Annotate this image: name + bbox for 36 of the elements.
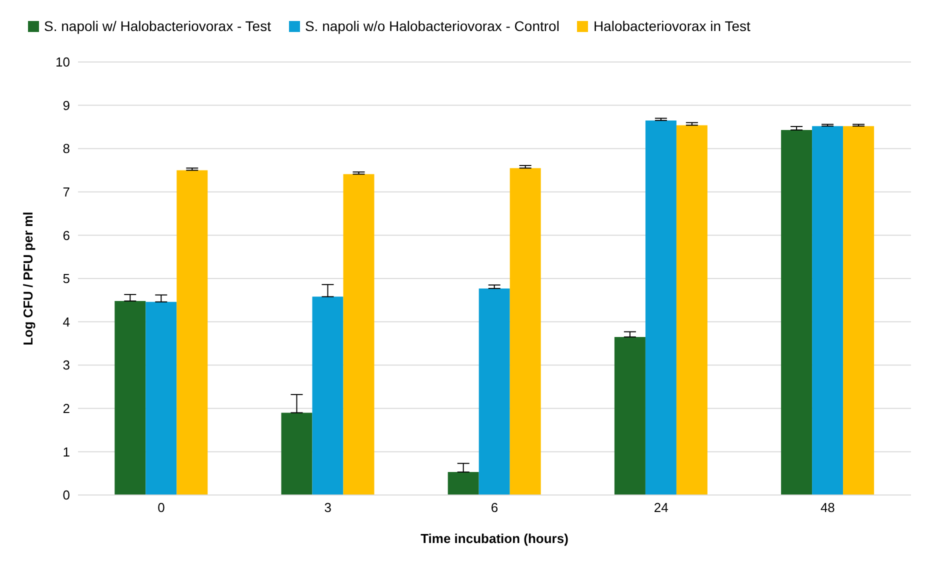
- legend-label: S. napoli w/ Halobacteriovorax - Test: [44, 18, 271, 34]
- legend-label: S. napoli w/o Halobacteriovorax - Control: [304, 18, 560, 34]
- bar: [812, 126, 844, 495]
- bar: [510, 168, 541, 495]
- bar: [312, 296, 344, 495]
- bar: [281, 412, 312, 495]
- x-tick-label: 6: [490, 500, 498, 516]
- y-tick-label: 8: [62, 141, 70, 156]
- bar: [781, 130, 812, 495]
- x-tick-label: 3: [324, 500, 332, 516]
- y-axis-title: Log CFU / PFU per ml: [20, 212, 36, 346]
- bar: [843, 126, 874, 495]
- bar: [176, 170, 208, 495]
- y-tick-label: 6: [62, 228, 70, 243]
- y-tick-label: 0: [62, 488, 70, 503]
- y-tick-label: 7: [62, 184, 70, 200]
- y-tick-label: 4: [62, 314, 70, 330]
- x-tick-label: 24: [654, 500, 668, 516]
- y-tick-label: 3: [62, 358, 70, 373]
- y-tick-label: 2: [62, 401, 70, 416]
- bar: [478, 288, 510, 495]
- x-tick-label: 0: [158, 500, 165, 516]
- bar: [614, 336, 646, 495]
- legend-label: Halobacteriovorax in Test: [593, 18, 750, 34]
- bar: [146, 302, 177, 495]
- y-tick-label: 5: [62, 271, 70, 286]
- bar: [343, 174, 374, 495]
- y-tick-label: 1: [62, 444, 70, 460]
- y-tick-label: 10: [56, 54, 70, 70]
- bar: [676, 125, 708, 495]
- x-axis-title: Time incubation (hours): [420, 531, 568, 546]
- bar: [448, 472, 479, 495]
- bar: [114, 301, 146, 495]
- x-tick-label: 48: [820, 500, 835, 516]
- bar: [645, 120, 676, 495]
- y-tick-label: 9: [62, 98, 70, 113]
